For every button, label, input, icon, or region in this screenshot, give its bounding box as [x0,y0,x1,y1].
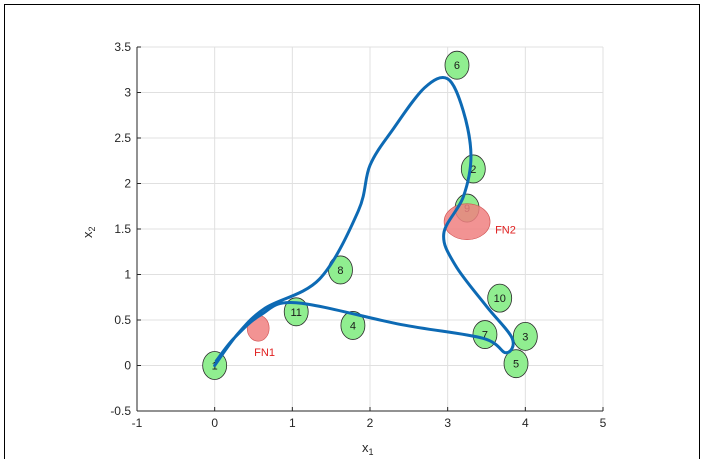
figure-frame [4,4,700,459]
nodes-group: 1234567891011FN1FN2 [202,50,538,380]
node-6: 6 [444,50,470,80]
y-tick-label: 2.5 [114,131,131,145]
fault-node-fn2: FN2 [443,203,516,241]
y-tick-label: 1 [124,268,131,282]
node-4: 4 [340,311,366,340]
node-circle [503,349,529,379]
node-label: 5 [513,359,519,371]
node-label: 4 [350,320,356,332]
y-tick-label: 2 [124,177,131,191]
node-3: 3 [512,321,538,351]
node-label: 3 [522,331,528,343]
x-axis-label: x1 [362,440,374,457]
node-circle [487,283,513,313]
x-tick-label: 4 [522,416,529,430]
x-tick-label: 3 [444,416,451,430]
node-label: 8 [337,265,343,277]
node-5: 5 [503,349,529,379]
fault-ellipse [443,203,491,241]
route-path [213,76,515,367]
y-tick-label: 0.5 [114,313,131,327]
y-tick-label: 3 [124,86,131,100]
route-path-group [213,76,515,367]
fault-label: FN1 [254,347,275,359]
x-tick-label: 1 [289,416,296,430]
fault-label: FN2 [495,225,516,237]
node-label: 10 [494,293,506,305]
node-circle [444,50,470,80]
node-circle [512,321,538,351]
y-tick-label: 0 [124,359,131,373]
y-tick-label: -0.5 [110,404,131,418]
axes-group: -1 0 1 2 3 4 5 -0.5 0 0.5 1 1.5 2 2.5 3 3.5 [110,40,606,430]
node-label: 2 [470,164,476,176]
node-circle [340,311,366,340]
y-axis-label: x2 [80,226,97,238]
node-2: 2 [460,154,486,184]
node-label: 11 [291,307,302,319]
x-tick-label: -1 [132,416,143,430]
y-tick-label: 3.5 [114,40,131,54]
x-tick-label: 0 [211,416,218,430]
x-tick-label: 2 [367,416,374,430]
x-tick-label: 5 [600,416,607,430]
node-10: 10 [487,283,513,313]
node-label: 7 [482,330,488,342]
y-tick-label: 1.5 [114,222,131,236]
node-circle [460,154,486,184]
node-label: 6 [454,60,460,72]
